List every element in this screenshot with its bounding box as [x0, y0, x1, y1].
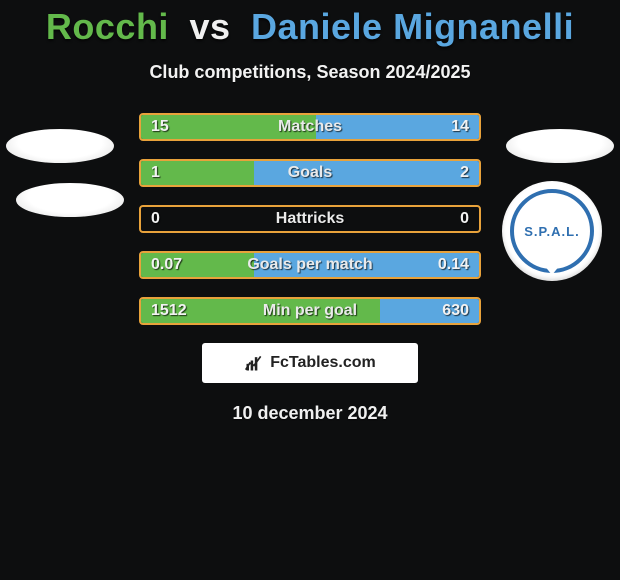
stat-bars: 15 Matches 14 1 Goals 2 0 Hattricks 0 0.07 Goals p…: [139, 113, 481, 325]
vs-text: vs: [189, 6, 230, 47]
stat-row: 1512 Min per goal 630: [139, 297, 481, 325]
stat-left-value: 0.07: [151, 256, 182, 274]
spal-logo: S.P.A.L.: [510, 189, 594, 273]
spal-logo-text: S.P.A.L.: [524, 224, 579, 239]
stat-label: Goals: [288, 164, 332, 182]
stat-right-value: 0.14: [438, 256, 469, 274]
brand-text: FcTables.com: [270, 354, 376, 372]
stat-left-value: 1: [151, 164, 160, 182]
subtitle: Club competitions, Season 2024/2025: [0, 62, 620, 83]
comparison-area: S.P.A.L. 15 Matches 14 1 Goals 2 0 Hattricks 0 0.…: [0, 113, 620, 325]
stat-left-value: 15: [151, 118, 169, 136]
stat-right-value: 630: [442, 302, 469, 320]
stat-left-value: 0: [151, 210, 160, 228]
page-title: Rocchi vs Daniele Mignanelli: [0, 0, 620, 48]
chart-icon: [244, 353, 264, 373]
stat-right-value: 2: [460, 164, 469, 182]
stat-label: Min per goal: [263, 302, 357, 320]
team-badge-right-1: [506, 129, 614, 163]
brand-card: FcTables.com: [202, 343, 418, 383]
player1-name: Rocchi: [46, 6, 169, 47]
stat-label: Goals per match: [247, 256, 372, 274]
stat-row: 0.07 Goals per match 0.14: [139, 251, 481, 279]
date-text: 10 december 2024: [0, 403, 620, 424]
stat-right-value: 0: [460, 210, 469, 228]
player2-name: Daniele Mignanelli: [251, 6, 574, 47]
stat-row: 15 Matches 14: [139, 113, 481, 141]
stat-row: 1 Goals 2: [139, 159, 481, 187]
stat-label: Matches: [278, 118, 342, 136]
stat-label: Hattricks: [276, 210, 344, 228]
team-badge-right-2: S.P.A.L.: [502, 181, 602, 281]
stat-right-value: 14: [451, 118, 469, 136]
stat-left-value: 1512: [151, 302, 187, 320]
team-badge-left-2: [16, 183, 124, 217]
team-badge-left-1: [6, 129, 114, 163]
stat-row: 0 Hattricks 0: [139, 205, 481, 233]
